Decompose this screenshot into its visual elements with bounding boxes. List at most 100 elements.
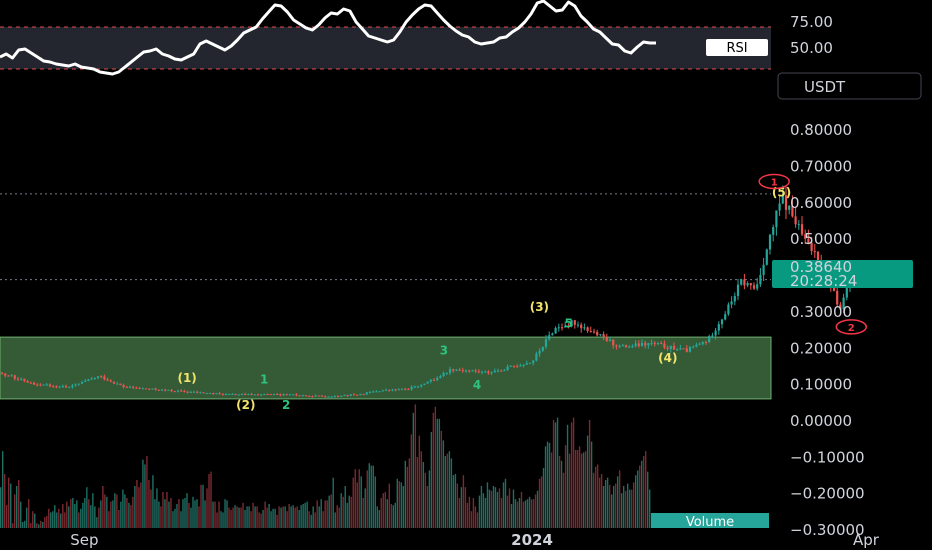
candle-body xyxy=(388,389,391,391)
volume-bar xyxy=(512,489,515,528)
candle-body xyxy=(666,347,669,349)
candle-body xyxy=(576,324,580,326)
candle-body xyxy=(775,210,778,228)
candle-body xyxy=(10,375,13,377)
volume-bar xyxy=(272,508,274,528)
volume-bar xyxy=(40,520,42,528)
volume-bar xyxy=(612,486,615,528)
candle-body xyxy=(132,386,135,388)
volume-bar xyxy=(468,496,471,528)
candle-body xyxy=(349,394,352,396)
volume-bar xyxy=(252,502,254,528)
price-axis: USDT 0.800000.700000.600000.500000.40000… xyxy=(772,72,922,539)
volume-bar xyxy=(148,480,150,528)
volume-bar xyxy=(12,523,14,528)
volume-bar xyxy=(88,499,90,528)
volume-bar xyxy=(118,510,120,528)
volume-bar xyxy=(364,488,366,528)
volume-bar xyxy=(418,435,421,528)
candle-body xyxy=(356,394,359,396)
volume-bar xyxy=(476,512,479,528)
candle-body xyxy=(4,373,7,376)
volume-bar xyxy=(276,514,278,528)
volume-bar xyxy=(608,484,611,528)
candle-body xyxy=(634,343,637,347)
rsi-legend-tag[interactable] xyxy=(706,39,768,56)
volume-bar xyxy=(384,492,386,528)
unit-selector[interactable] xyxy=(777,72,922,100)
candle-body xyxy=(490,372,493,374)
volume-bar xyxy=(504,478,507,528)
volume-bar xyxy=(649,489,651,528)
candle-body xyxy=(602,334,605,337)
volume-bar xyxy=(332,477,334,528)
candle-body xyxy=(336,396,340,398)
volume-bar xyxy=(568,453,571,528)
volume-bar xyxy=(472,498,475,528)
volume-bar xyxy=(26,507,28,528)
volume-bar xyxy=(122,489,124,528)
volume-bar xyxy=(532,499,535,528)
candle-body xyxy=(647,343,650,346)
volume-bar xyxy=(20,501,22,528)
volume-bar xyxy=(168,501,170,528)
candle-body xyxy=(640,342,644,346)
candle-body xyxy=(205,393,208,395)
volume-bar xyxy=(454,474,457,528)
volume-bar xyxy=(370,465,372,528)
candle-body xyxy=(698,343,701,345)
volume-bar xyxy=(368,463,370,528)
volume-bar xyxy=(0,487,2,528)
candle-body xyxy=(244,393,247,395)
volume-bar xyxy=(230,510,232,528)
volume-bar xyxy=(222,512,224,528)
candle-body xyxy=(324,396,327,398)
candle-body xyxy=(455,369,458,371)
volume-bar xyxy=(314,512,316,528)
candle-body xyxy=(532,360,535,363)
volume-bar xyxy=(316,500,318,528)
volume-bar xyxy=(360,476,362,528)
volume-bar xyxy=(32,511,34,528)
volume-bar xyxy=(22,522,24,528)
volume-bar xyxy=(638,465,641,528)
volume-bars xyxy=(0,404,651,528)
price-tick-label: 0.30000 xyxy=(790,303,852,321)
candle-body xyxy=(461,370,464,372)
candle-body xyxy=(263,393,266,395)
volume-bar xyxy=(496,492,499,528)
volume-bar xyxy=(6,505,8,528)
volume-bar xyxy=(134,486,136,528)
volume-bar xyxy=(634,475,637,528)
volume-bar xyxy=(432,412,435,528)
volume-bar xyxy=(62,504,64,528)
candle-body xyxy=(679,348,682,350)
wave-label: (2) xyxy=(236,398,255,412)
candle-body xyxy=(7,375,10,377)
volume-bar xyxy=(412,412,415,528)
volume-bar xyxy=(296,506,298,528)
volume-bar xyxy=(160,506,162,528)
volume-legend-tag[interactable] xyxy=(651,513,769,528)
volume-bar xyxy=(484,498,487,528)
volume-bar xyxy=(396,478,399,528)
candle-body xyxy=(628,346,631,348)
volume-bar xyxy=(374,476,376,528)
volume-bar xyxy=(278,506,280,528)
volume-bar xyxy=(646,471,649,528)
volume-bar xyxy=(270,511,272,528)
candle-body xyxy=(733,296,736,302)
volume-bar xyxy=(74,504,76,528)
volume-bar xyxy=(248,506,250,528)
candle-body xyxy=(375,391,378,393)
candle-body xyxy=(445,372,448,374)
volume-bar xyxy=(464,487,467,528)
candle-body xyxy=(720,319,724,325)
candle-body xyxy=(119,383,122,386)
volume-bar xyxy=(184,498,186,528)
volume-bar xyxy=(386,499,388,528)
volume-bar xyxy=(140,482,142,528)
volume-bar xyxy=(232,507,234,528)
candle-body xyxy=(573,320,576,325)
